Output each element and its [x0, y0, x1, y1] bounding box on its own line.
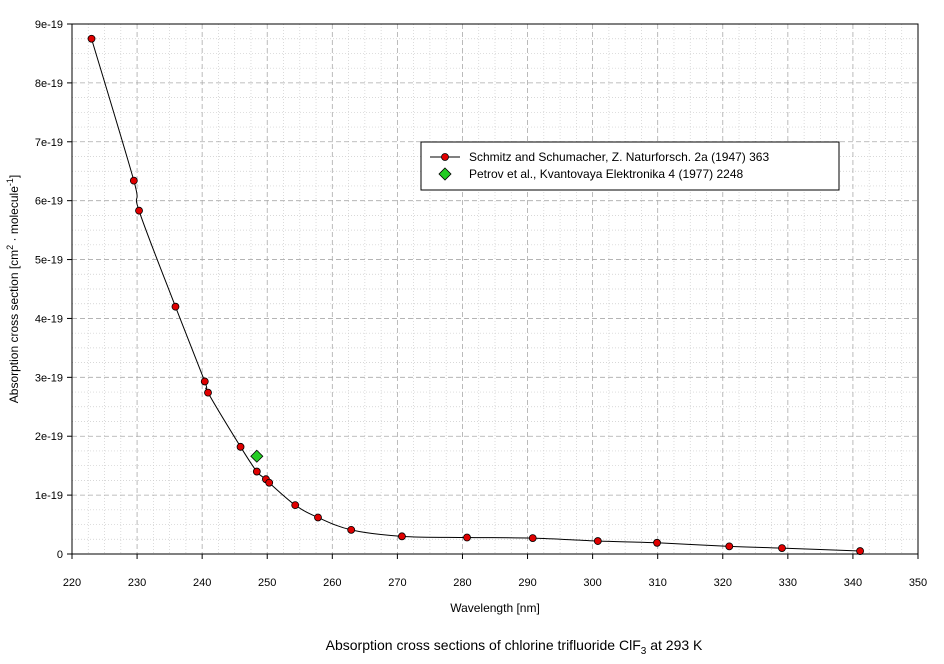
- y-tick-label: 3e-19: [35, 372, 63, 384]
- series-1-point: [135, 206, 143, 215]
- series-1-line: [91, 38, 861, 552]
- caption-subscript: 3: [641, 646, 647, 657]
- legend-series-1-marker: [441, 153, 449, 161]
- series-1-point: [87, 34, 96, 43]
- series-1-point: [725, 542, 734, 551]
- y-tick-label: 9e-19: [35, 19, 63, 31]
- x-axis-ticks: 220 230 240 250 260 270 280 290 300 310 320 330 340 3…: [63, 554, 927, 589]
- x-tick-label: 280: [453, 577, 471, 589]
- figure-caption: Absorption cross sections of chlorine tr…: [326, 637, 703, 657]
- y-tick-label: 1e-19: [35, 490, 63, 502]
- legend: Schmitz and Schumacher, Z. Naturforsch. …: [420, 141, 840, 191]
- series-1-point: [856, 547, 864, 555]
- x-tick-label: 220: [63, 577, 81, 589]
- series-1-point: [252, 467, 261, 476]
- legend-box: [420, 141, 840, 191]
- y-axis-ticks: 0 1e-19 2e-19 3e-19 4e-19 5e-19 6e-19 7e-19 8e-1…: [35, 19, 72, 561]
- y-tick-label: 6e-19: [35, 196, 63, 208]
- series-1-point: [265, 478, 274, 487]
- x-axis-title: Wavelength [nm]: [450, 601, 540, 615]
- x-tick-label: 330: [779, 577, 797, 589]
- x-tick-label: 340: [844, 577, 862, 589]
- y-tick-label: 2e-19: [35, 431, 63, 443]
- y-tick-label: 0: [57, 549, 63, 561]
- x-tick-label: 290: [518, 577, 536, 589]
- series-1-point: [200, 377, 209, 386]
- series-1-curve: [91, 38, 861, 552]
- series-1-point: [528, 534, 537, 542]
- series-1-point: [398, 532, 406, 541]
- y-tick-label: 7e-19: [35, 137, 63, 149]
- x-tick-label: 350: [909, 577, 927, 589]
- y-axis-title-end: ]: [7, 175, 21, 178]
- x-tick-label: 230: [128, 577, 146, 589]
- series-1-point: [129, 176, 138, 185]
- y-axis-title-main: Absorption cross section [cm: [7, 250, 21, 403]
- x-tick-label: 300: [583, 577, 601, 589]
- series-1-point: [463, 533, 471, 542]
- x-tick-label: 320: [714, 577, 732, 589]
- series-1-point: [291, 501, 300, 510]
- series-1-point: [171, 302, 180, 311]
- y-axis-title-mid: · molecule: [7, 186, 21, 245]
- x-tick-label: 240: [193, 577, 211, 589]
- y-axis-title: Absorption cross section [cm2 · molecule…: [5, 175, 21, 403]
- plot-area-frame: [71, 23, 919, 555]
- x-tick-label: 310: [649, 577, 667, 589]
- legend-series-1-label: Schmitz and Schumacher, Z. Naturforsch. …: [469, 150, 769, 164]
- x-tick-label: 260: [323, 577, 341, 589]
- series-1-point: [778, 544, 786, 553]
- y-axis-title-sup1: 2: [5, 245, 15, 250]
- y-tick-label: 5e-19: [35, 255, 63, 267]
- data-points: [87, 34, 864, 555]
- legend-series-2-marker: [438, 167, 452, 181]
- x-tick-label: 250: [258, 577, 276, 589]
- y-tick-label: 8e-19: [35, 78, 63, 90]
- series-1-point: [204, 388, 212, 397]
- series-1-point: [314, 513, 322, 522]
- minor-gridlines: [72, 24, 918, 554]
- legend-series-2-label: Petrov et al., Kvantovaya Elektronika 4 …: [469, 167, 743, 181]
- series-1-point: [653, 538, 661, 547]
- caption-suffix: at 293 K: [646, 637, 703, 653]
- series-2-point: [250, 449, 264, 463]
- x-tick-label: 270: [388, 577, 406, 589]
- series-1-point: [236, 442, 245, 451]
- series-1-point: [347, 525, 356, 534]
- y-tick-label: 4e-19: [35, 313, 63, 325]
- series-1-point: [593, 537, 602, 545]
- caption-prefix: Absorption cross sections of chlorine tr…: [326, 637, 641, 653]
- y-axis-title-sup2: -1: [5, 178, 15, 186]
